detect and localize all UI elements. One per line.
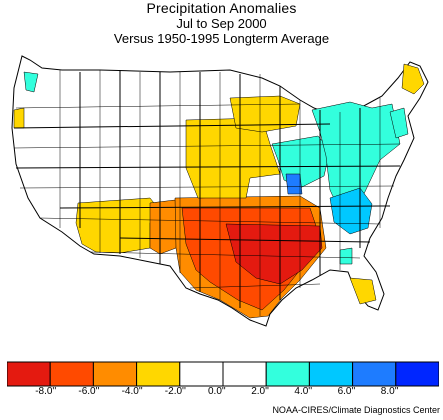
legend-swatch	[92, 361, 138, 387]
legend-tick-label: 8.0''	[380, 386, 399, 397]
anomaly-dry-yellow-florida	[349, 277, 377, 305]
map-title: Precipitation Anomalies	[146, 0, 297, 16]
state-borders	[13, 70, 401, 308]
legend-swatch	[308, 361, 354, 387]
anomaly-dry-yellow-wa	[13, 107, 25, 129]
legend-tick-label: 6.0''	[337, 386, 356, 397]
anomaly-wet-cyan-maine-coast	[389, 107, 409, 139]
legend-tick-label: -4.0''	[121, 386, 143, 397]
legend-swatch	[265, 361, 310, 387]
legend-tick-label: -2.0''	[164, 386, 186, 397]
map-baseline: Versus 1950-1995 Longterm Average	[113, 31, 330, 46]
legend-tick-label: -6.0''	[78, 386, 100, 397]
legend-tick-label: 0.0''	[208, 386, 226, 397]
anomaly-wet-cyan-florida	[339, 247, 353, 265]
map-period: Jul to Sep 2000	[176, 16, 267, 31]
legend-swatch	[179, 361, 224, 387]
legend-tick-label: 4.0''	[294, 386, 313, 397]
anomaly-dry-yellow-southwest	[75, 197, 159, 254]
division-lines	[13, 70, 401, 316]
legend-swatch	[7, 361, 51, 387]
legend-swatch	[352, 361, 397, 387]
anomaly-wet-cyan-nw	[23, 71, 39, 93]
credit-text: NOAA-CIRES/Climate Diagnostics Center	[272, 405, 440, 415]
anomaly-wet-blue-indiana	[285, 173, 303, 195]
legend-swatch	[136, 361, 181, 387]
anomaly-wet-cyan-northeast	[311, 101, 401, 213]
legend-colorbar	[7, 361, 439, 387]
legend-swatch	[49, 361, 94, 387]
legend-tick-label: -8.0''	[35, 386, 57, 397]
legend-tick-labels: -8.0'' -6.0'' -4.0'' -2.0'' 0.0'' 2.0'' 4.0'' 6…	[0, 386, 443, 400]
legend-tick-label: 2.0''	[251, 386, 269, 397]
anomaly-dry-yellow-maine	[401, 63, 425, 95]
legend-swatch	[222, 361, 267, 387]
legend-swatch	[395, 361, 439, 387]
us-precip-map	[11, 55, 429, 327]
